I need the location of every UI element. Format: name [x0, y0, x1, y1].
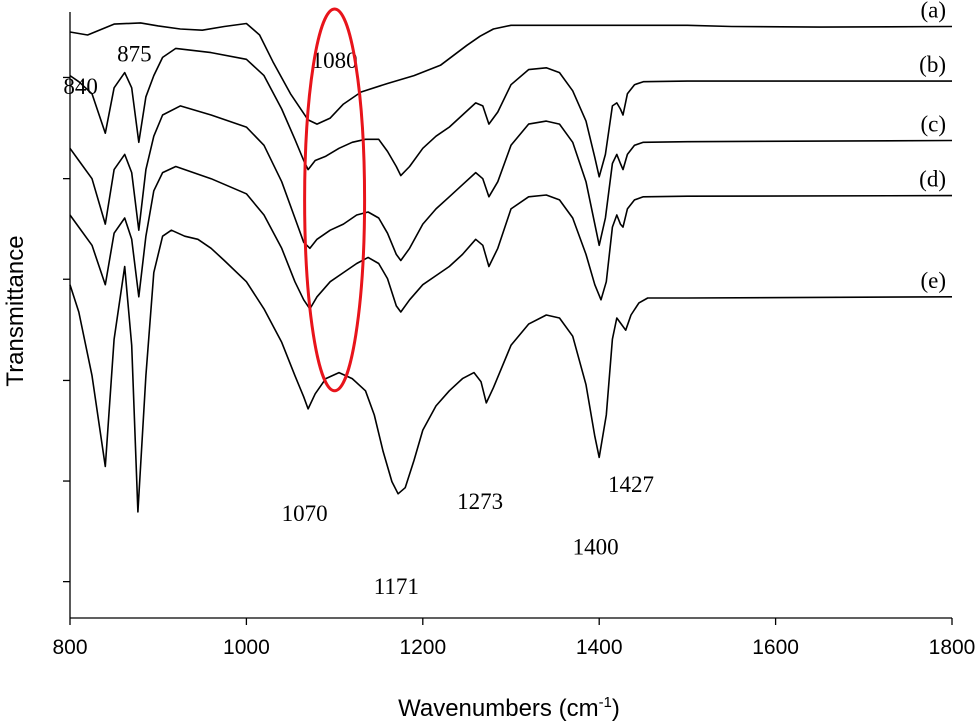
x-tick-label-1800: 1800 — [929, 636, 976, 659]
highlight-ellipse — [303, 7, 367, 393]
series-label-c: (c) — [920, 111, 946, 136]
series-label-b: (b) — [919, 52, 946, 77]
tick-layer: 800 1000 1200 1400 1600 1800 — [52, 76, 976, 659]
peak-label-1273: 1273 — [457, 489, 503, 514]
spectrum-line-e — [69, 229, 953, 513]
peak-label-1400: 1400 — [573, 534, 619, 559]
x-tick-label-1000: 1000 — [223, 636, 270, 659]
x-axis-title: Wavenumbers (cm-1) — [398, 694, 620, 722]
spectrum-line-a — [69, 22, 953, 125]
peak-label-1070: 1070 — [282, 501, 328, 526]
y-axis-title: Transmittance — [2, 235, 29, 386]
series-label-d: (d) — [919, 167, 946, 192]
plot-area — [69, 12, 952, 619]
series-layer — [69, 22, 953, 513]
series-label-a: (a) — [920, 0, 946, 23]
spectrum-line-b — [69, 47, 952, 178]
spectrum-line-c — [69, 105, 953, 262]
x-tick-label-1600: 1600 — [752, 636, 799, 659]
spectrum-line-d — [69, 165, 953, 313]
x-axis-title-close: ) — [612, 695, 620, 722]
x-axis-title-text: Wavenumbers (cm — [398, 695, 598, 722]
series-label-e: (e) — [920, 268, 946, 293]
peak-label-1171: 1171 — [374, 574, 419, 599]
x-tick-label-1200: 1200 — [399, 636, 446, 659]
peak-label-1080: 1080 — [312, 48, 358, 73]
peak-label-1427: 1427 — [608, 472, 654, 497]
x-tick-label-1400: 1400 — [576, 636, 623, 659]
x-tick-label-800: 800 — [52, 636, 87, 659]
peak-label-875: 875 — [117, 42, 152, 67]
x-axis-title-superscript: -1 — [599, 694, 612, 711]
